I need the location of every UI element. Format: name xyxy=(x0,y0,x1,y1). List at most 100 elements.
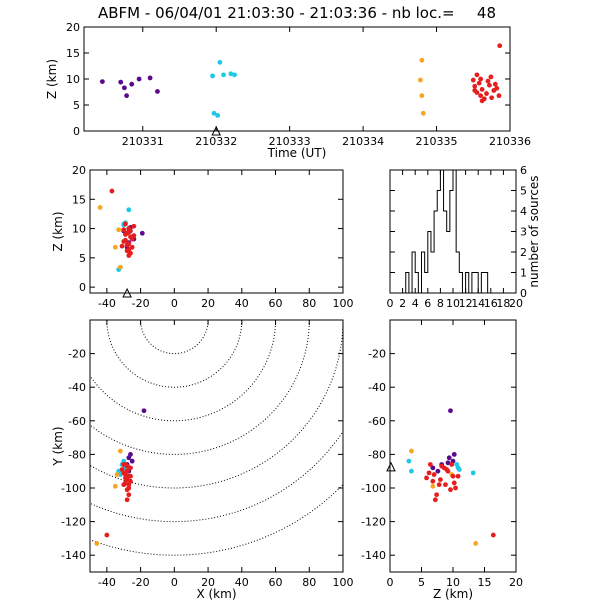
data-point-orange xyxy=(420,110,426,116)
data-point-orange xyxy=(430,483,436,489)
x-tick-label: 15 xyxy=(478,576,492,589)
data-point-purple xyxy=(139,230,145,236)
y-tick-label: -100 xyxy=(61,482,86,495)
data-point-red xyxy=(450,473,456,479)
y-tick-label: 15 xyxy=(66,47,80,60)
y-tick-label: 6 xyxy=(520,164,527,177)
y-tick-label: 20 xyxy=(72,164,86,177)
data-point-red xyxy=(490,532,496,538)
data-point-red xyxy=(128,473,133,479)
data-point-cyan xyxy=(217,59,223,65)
y-tick-label: -20 xyxy=(68,348,86,361)
x-tick-label: 210335 xyxy=(416,135,458,148)
data-point-red xyxy=(430,478,436,484)
data-point-cyan xyxy=(228,71,234,77)
x-tick-label: 0 xyxy=(171,576,178,589)
x-tick-label: 210334 xyxy=(342,135,384,148)
y-tick-label: 15 xyxy=(72,193,86,206)
y-tick-label: 5 xyxy=(79,252,86,265)
data-point-red xyxy=(479,87,485,92)
x-tick-label: 14 xyxy=(471,297,485,310)
data-point-orange xyxy=(473,541,479,546)
data-point-red xyxy=(487,82,492,88)
data-point-purple xyxy=(141,408,147,414)
x-tick-label: 100 xyxy=(333,297,354,310)
y-tick-label: 10 xyxy=(72,223,86,236)
data-point-red xyxy=(104,532,110,538)
data-point-purple xyxy=(430,465,436,471)
plot-frame xyxy=(89,169,344,294)
y-tick-label: -120 xyxy=(361,516,386,529)
x-tick-label: 210331 xyxy=(122,135,164,148)
data-point-red xyxy=(126,492,132,498)
time-height-panel: 210331 210332 210333 210334 210335 210336 0 5 10… xyxy=(45,21,531,160)
x-tick-label: 10 xyxy=(446,297,460,310)
y-tick-label: -140 xyxy=(361,549,386,562)
data-point-orange xyxy=(112,244,118,250)
data-point-orange xyxy=(112,483,118,489)
plot-frame xyxy=(89,319,344,573)
data-point-red xyxy=(426,470,432,476)
x-tick-label: 40 xyxy=(235,576,249,589)
data-point-cyan xyxy=(221,72,226,78)
x-tick-label: 5 xyxy=(418,576,425,589)
y-tick-label: -60 xyxy=(368,415,386,428)
data-point-red xyxy=(431,472,437,477)
data-point-purple xyxy=(446,455,452,461)
y-tick-label: -40 xyxy=(368,381,386,394)
z-y-panel: 0 5 10 15 20 -140 -120 -100 -80 -60 -40 -20 Z (km) xyxy=(361,319,523,600)
data-point-orange xyxy=(419,93,425,99)
plot-frame xyxy=(83,26,511,132)
y-tick-label: 5 xyxy=(73,99,80,112)
y-tick-label: -80 xyxy=(68,448,86,461)
data-point-red xyxy=(126,485,132,491)
data-point-red xyxy=(124,242,130,248)
x-tick-label: 20 xyxy=(201,297,215,310)
histogram-steps xyxy=(405,169,491,294)
data-point-red xyxy=(478,93,484,99)
data-point-red xyxy=(436,482,442,488)
data-point-purple xyxy=(124,93,129,99)
data-point-red xyxy=(497,43,503,49)
data-point-red xyxy=(119,243,125,249)
data-point-cyan xyxy=(455,465,461,471)
y-axis-label: Z (km) xyxy=(45,59,59,99)
x-tick-label: 2 xyxy=(399,297,406,310)
x-tick-label: 60 xyxy=(269,297,283,310)
data-point-red xyxy=(439,463,445,469)
x-tick-label: 20 xyxy=(509,576,523,589)
y-tick-label: 20 xyxy=(66,21,80,34)
data-point-red xyxy=(121,462,127,467)
y-tick-label: -40 xyxy=(68,381,86,394)
x-tick-label: 210336 xyxy=(489,135,531,148)
data-point-red xyxy=(434,492,440,498)
x-tick-label: -20 xyxy=(132,576,150,589)
x-tick-label: 80 xyxy=(302,297,316,310)
data-point-red xyxy=(121,227,127,233)
data-point-red xyxy=(126,253,132,258)
y-tick-label: -100 xyxy=(361,482,386,495)
x-tick-label: 0 xyxy=(171,297,178,310)
range-ring xyxy=(106,320,243,388)
x-tick-label: 12 xyxy=(459,297,473,310)
station-marker xyxy=(211,125,222,136)
x-tick-label: 80 xyxy=(302,576,316,589)
x-tick-label: 8 xyxy=(437,297,444,310)
data-point-red xyxy=(128,478,133,484)
data-point-purple xyxy=(435,468,441,474)
data-point-cyan xyxy=(210,73,215,79)
data-point-red xyxy=(427,462,433,467)
data-point-purple xyxy=(129,81,135,87)
y-axis-label: Z (km) xyxy=(51,211,65,251)
y-tick-label: 0 xyxy=(79,281,86,294)
x-tick-label: 100 xyxy=(333,576,354,589)
y-tick-label: 0 xyxy=(73,125,80,138)
data-point-purple xyxy=(445,460,451,466)
data-point-red xyxy=(476,80,482,86)
y-tick-label: -80 xyxy=(368,448,386,461)
data-point-red xyxy=(123,221,128,227)
station-marker xyxy=(122,287,132,298)
data-point-orange xyxy=(117,264,123,270)
y-tick-label: 3 xyxy=(520,226,527,239)
